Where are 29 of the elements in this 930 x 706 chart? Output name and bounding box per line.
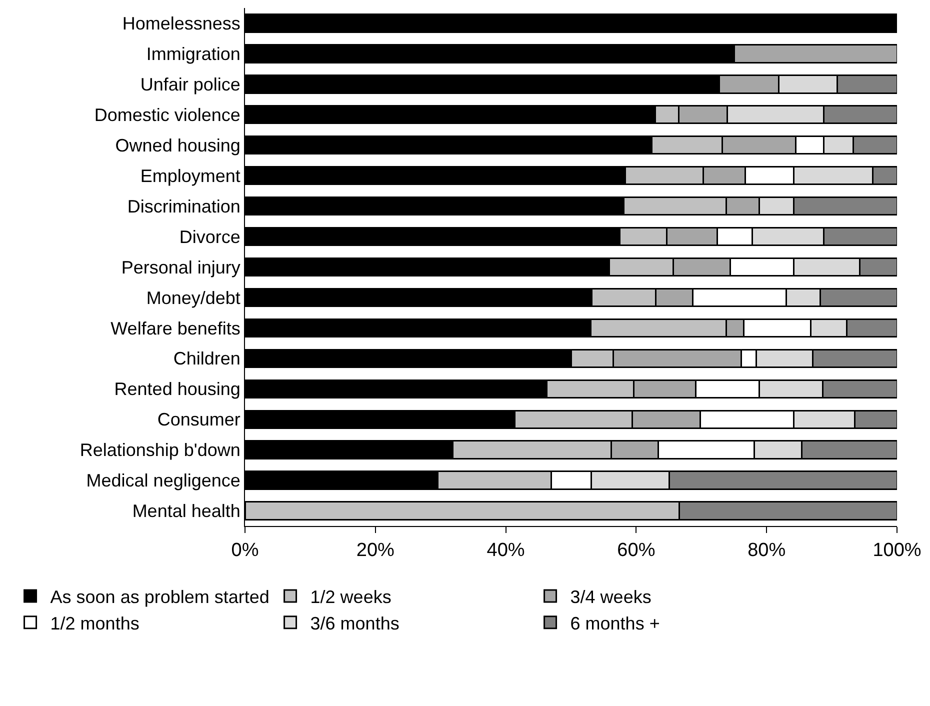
x-tick-label: 0%: [231, 540, 259, 561]
x-tick-label: 60%: [617, 540, 656, 561]
y-tick-label: Unfair police: [140, 74, 240, 94]
y-tick-label: Mental health: [132, 501, 240, 522]
legend-label: 6 months +: [570, 613, 660, 634]
legend-label: As soon as problem started: [50, 587, 270, 608]
y-tick-label: Immigration: [146, 44, 240, 64]
x-tick-label: 40%: [486, 540, 525, 561]
y-tick-label: Homelessness: [122, 14, 240, 34]
y-tick-label: Money/debt: [146, 288, 240, 308]
y-tick-label: Consumer: [157, 410, 240, 430]
y-tick-label: Relationship b'down: [80, 440, 240, 460]
x-tick-label: 20%: [356, 540, 395, 561]
x-tick-label: 100%: [872, 540, 922, 561]
y-tick-label: Employment: [140, 166, 240, 186]
y-tick-label: Domestic violence: [94, 104, 240, 125]
y-tick-label: Rented housing: [114, 379, 240, 400]
y-tick-label: Owned housing: [115, 135, 240, 156]
y-tick-label: Divorce: [179, 226, 240, 247]
y-tick-label: Personal injury: [121, 257, 240, 278]
y-tick-label: Discrimination: [127, 196, 240, 216]
legend-label: 3/4 weeks: [570, 587, 652, 608]
y-tick-label: Welfare benefits: [110, 318, 240, 338]
y-tick-label: Children: [173, 348, 240, 369]
legend-label: 1/2 weeks: [310, 587, 392, 608]
x-tick-label: 80%: [748, 540, 786, 561]
legend-label: 3/6 months: [310, 613, 400, 634]
y-tick-label: Medical negligence: [86, 470, 240, 491]
legend-label: 1/2 months: [50, 613, 140, 634]
